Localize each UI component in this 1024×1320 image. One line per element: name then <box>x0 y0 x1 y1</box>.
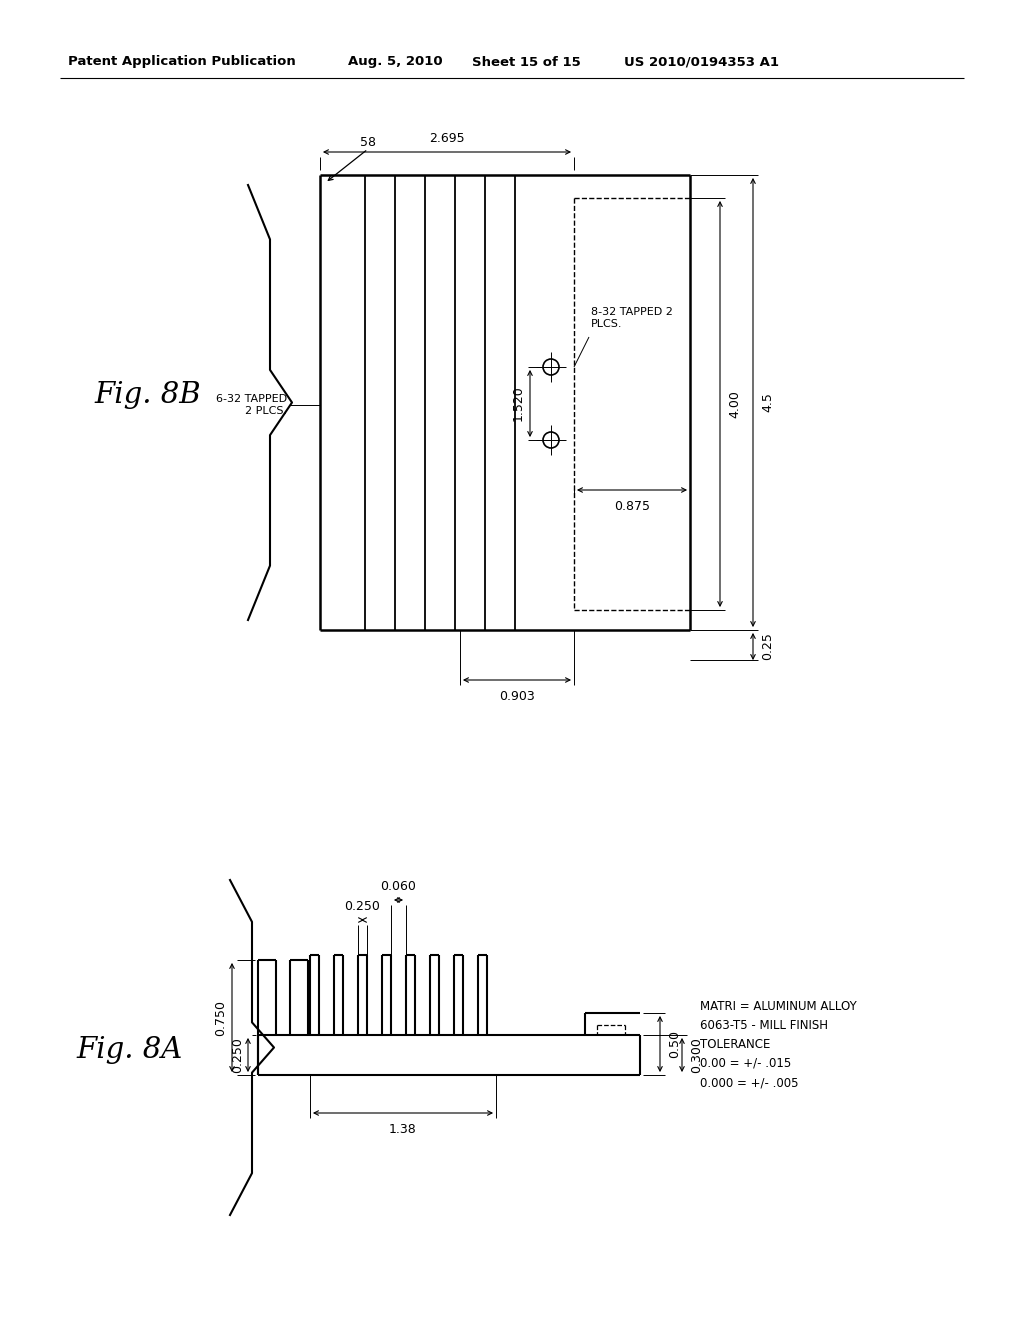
Text: 0.50: 0.50 <box>668 1030 681 1059</box>
Text: 1.38: 1.38 <box>389 1123 417 1137</box>
Text: 4.00: 4.00 <box>728 391 741 418</box>
Text: 0.25: 0.25 <box>761 632 774 660</box>
Text: Aug. 5, 2010: Aug. 5, 2010 <box>348 55 442 69</box>
Text: US 2010/0194353 A1: US 2010/0194353 A1 <box>624 55 779 69</box>
Text: 0.060: 0.060 <box>381 880 417 894</box>
Text: 0.750: 0.750 <box>214 999 227 1035</box>
Text: 0.903: 0.903 <box>499 690 535 704</box>
Text: 4.5: 4.5 <box>761 392 774 412</box>
Text: 1.520: 1.520 <box>512 385 525 421</box>
Text: 8-32 TAPPED 2
PLCS.: 8-32 TAPPED 2 PLCS. <box>591 308 673 329</box>
Text: 0.875: 0.875 <box>614 500 650 513</box>
Text: Fig. 8B: Fig. 8B <box>94 381 202 409</box>
Text: 0.250: 0.250 <box>344 900 381 913</box>
Text: 0.300: 0.300 <box>690 1038 703 1073</box>
Text: MATRI = ALUMINUM ALLOY
6063-T5 - MILL FINISH
TOLERANCE
0.00 = +/- .015
0.000 = +: MATRI = ALUMINUM ALLOY 6063-T5 - MILL FI… <box>700 1001 857 1089</box>
Text: 58: 58 <box>360 136 376 149</box>
Text: Fig. 8A: Fig. 8A <box>77 1036 183 1064</box>
Text: 6-32 TAPPED
2 PLCS.: 6-32 TAPPED 2 PLCS. <box>216 395 287 416</box>
Text: Sheet 15 of 15: Sheet 15 of 15 <box>472 55 581 69</box>
Text: 2.695: 2.695 <box>429 132 465 145</box>
Text: Patent Application Publication: Patent Application Publication <box>68 55 296 69</box>
Text: 0.250: 0.250 <box>231 1038 244 1073</box>
